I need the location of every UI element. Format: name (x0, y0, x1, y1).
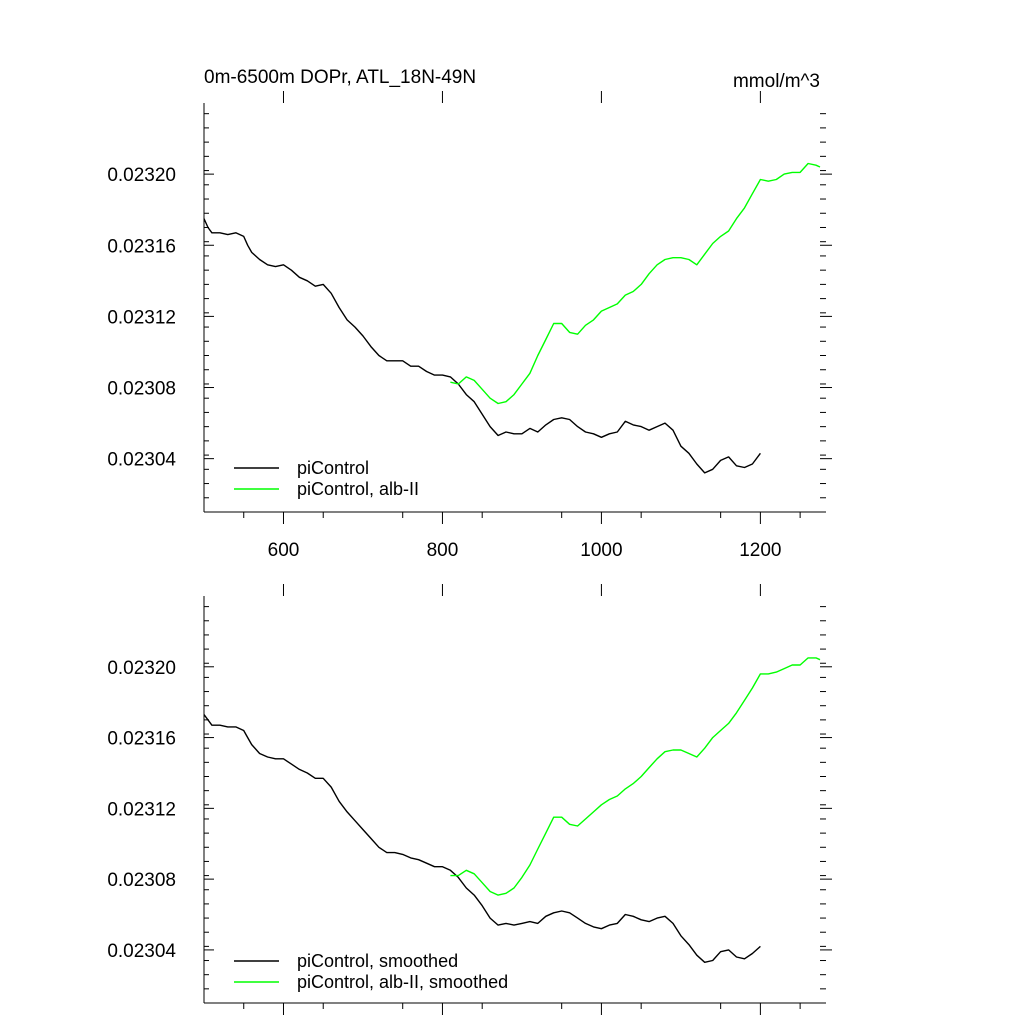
x-tick-label: 1200 (739, 540, 781, 561)
y-tick-label: 0.02320 (107, 165, 176, 186)
plot-area: 0.02304 0.02308 0.02312 0.02316 0.02320 600 80… (107, 91, 832, 561)
y-tick-label: 0.02304 (107, 941, 176, 962)
plot-area: 0.02304 0.02308 0.02312 0.02316 0.02320 (107, 584, 832, 1015)
legend-label-picontrol-smoothed: piControl, smoothed (297, 951, 458, 971)
legend-label-picontrol: piControl (297, 458, 369, 478)
y-tick-label: 0.02312 (107, 307, 176, 328)
legend-label-picontrol-alb-ii: piControl, alb-II (297, 479, 419, 499)
chart-title: 0m-6500m DOPr, ATL_18N-49N (204, 67, 476, 88)
y-tick-label: 0.02320 (107, 658, 176, 679)
y-tick-label: 0.02316 (107, 729, 176, 750)
series-line-picontrol-smoothed (203, 714, 761, 963)
units-label: mmol/m^3 (733, 71, 820, 92)
bottom-panel: 0.02304 0.02308 0.02312 0.02316 0.02320 piCo… (107, 584, 832, 1015)
series-line-picontrol-alb-ii-smoothed (450, 657, 821, 896)
legend: piControl piControl, alb-II (234, 458, 419, 499)
y-tick-label: 0.02316 (107, 236, 176, 257)
x-tick-label: 1000 (580, 540, 622, 561)
legend: piControl, smoothed piControl, alb-II, s… (234, 951, 508, 992)
y-tick-label: 0.02312 (107, 799, 176, 820)
series-line-picontrol (203, 218, 761, 474)
x-tick-label: 600 (268, 540, 300, 561)
y-tick-label: 0.02308 (107, 870, 176, 891)
y-tick-label: 0.02308 (107, 379, 176, 400)
x-tick-label: 800 (427, 540, 459, 561)
y-tick-label: 0.02304 (107, 450, 176, 471)
legend-label-picontrol-alb-ii-smoothed: piControl, alb-II, smoothed (297, 972, 508, 992)
top-panel: 0m-6500m DOPr, ATL_18N-49N mmol/m^3 0.02… (107, 67, 832, 561)
series-line-picontrol-alb-ii (450, 162, 821, 405)
